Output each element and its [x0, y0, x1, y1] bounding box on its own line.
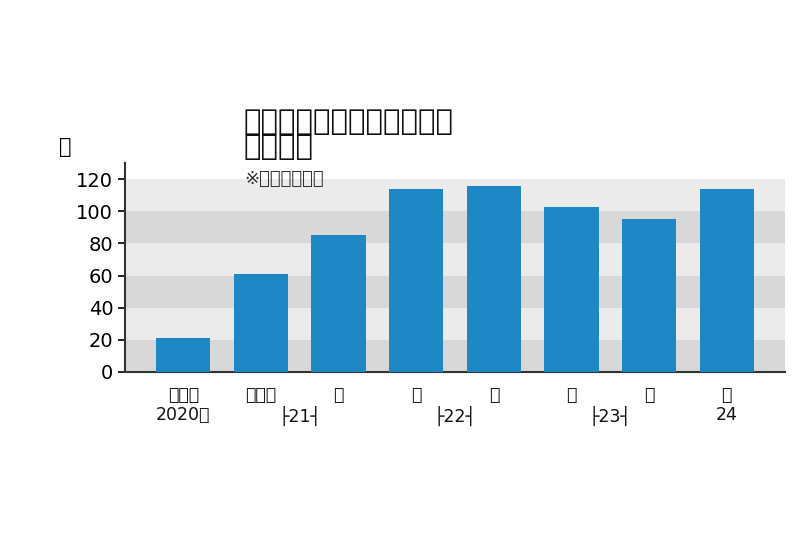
Bar [699, 189, 754, 372]
Bar [125, 340, 785, 372]
Text: 下: 下 [489, 387, 499, 405]
Text: 下: 下 [334, 387, 344, 405]
Text: ※警察庁まとめ: ※警察庁まとめ [244, 170, 323, 188]
Text: 上: 上 [566, 387, 577, 405]
Bar [125, 211, 785, 244]
Text: 2020年: 2020年 [156, 406, 210, 424]
Text: 上: 上 [722, 387, 732, 405]
Text: ├22┤: ├22┤ [434, 406, 477, 426]
Bar [125, 244, 785, 276]
Text: ├23┤: ├23┤ [589, 406, 632, 426]
Text: 報告件数: 報告件数 [244, 133, 314, 161]
Text: 24: 24 [716, 406, 738, 424]
Bar [125, 276, 785, 308]
Bar [234, 274, 288, 372]
Bar [125, 179, 785, 211]
Bar [125, 308, 785, 340]
Text: 件: 件 [59, 137, 72, 157]
Text: 下半期: 下半期 [168, 387, 199, 405]
Text: ├21┤: ├21┤ [278, 406, 322, 426]
Bar [311, 235, 366, 372]
Text: 上: 上 [411, 387, 422, 405]
Bar [622, 219, 676, 372]
Text: 上半期: 上半期 [246, 387, 277, 405]
Bar [466, 186, 521, 372]
Text: ランサムウエアの国内被害: ランサムウエアの国内被害 [244, 108, 454, 136]
Bar [389, 189, 443, 372]
Bar [156, 338, 210, 372]
Bar [544, 206, 598, 372]
Text: 下: 下 [644, 387, 654, 405]
